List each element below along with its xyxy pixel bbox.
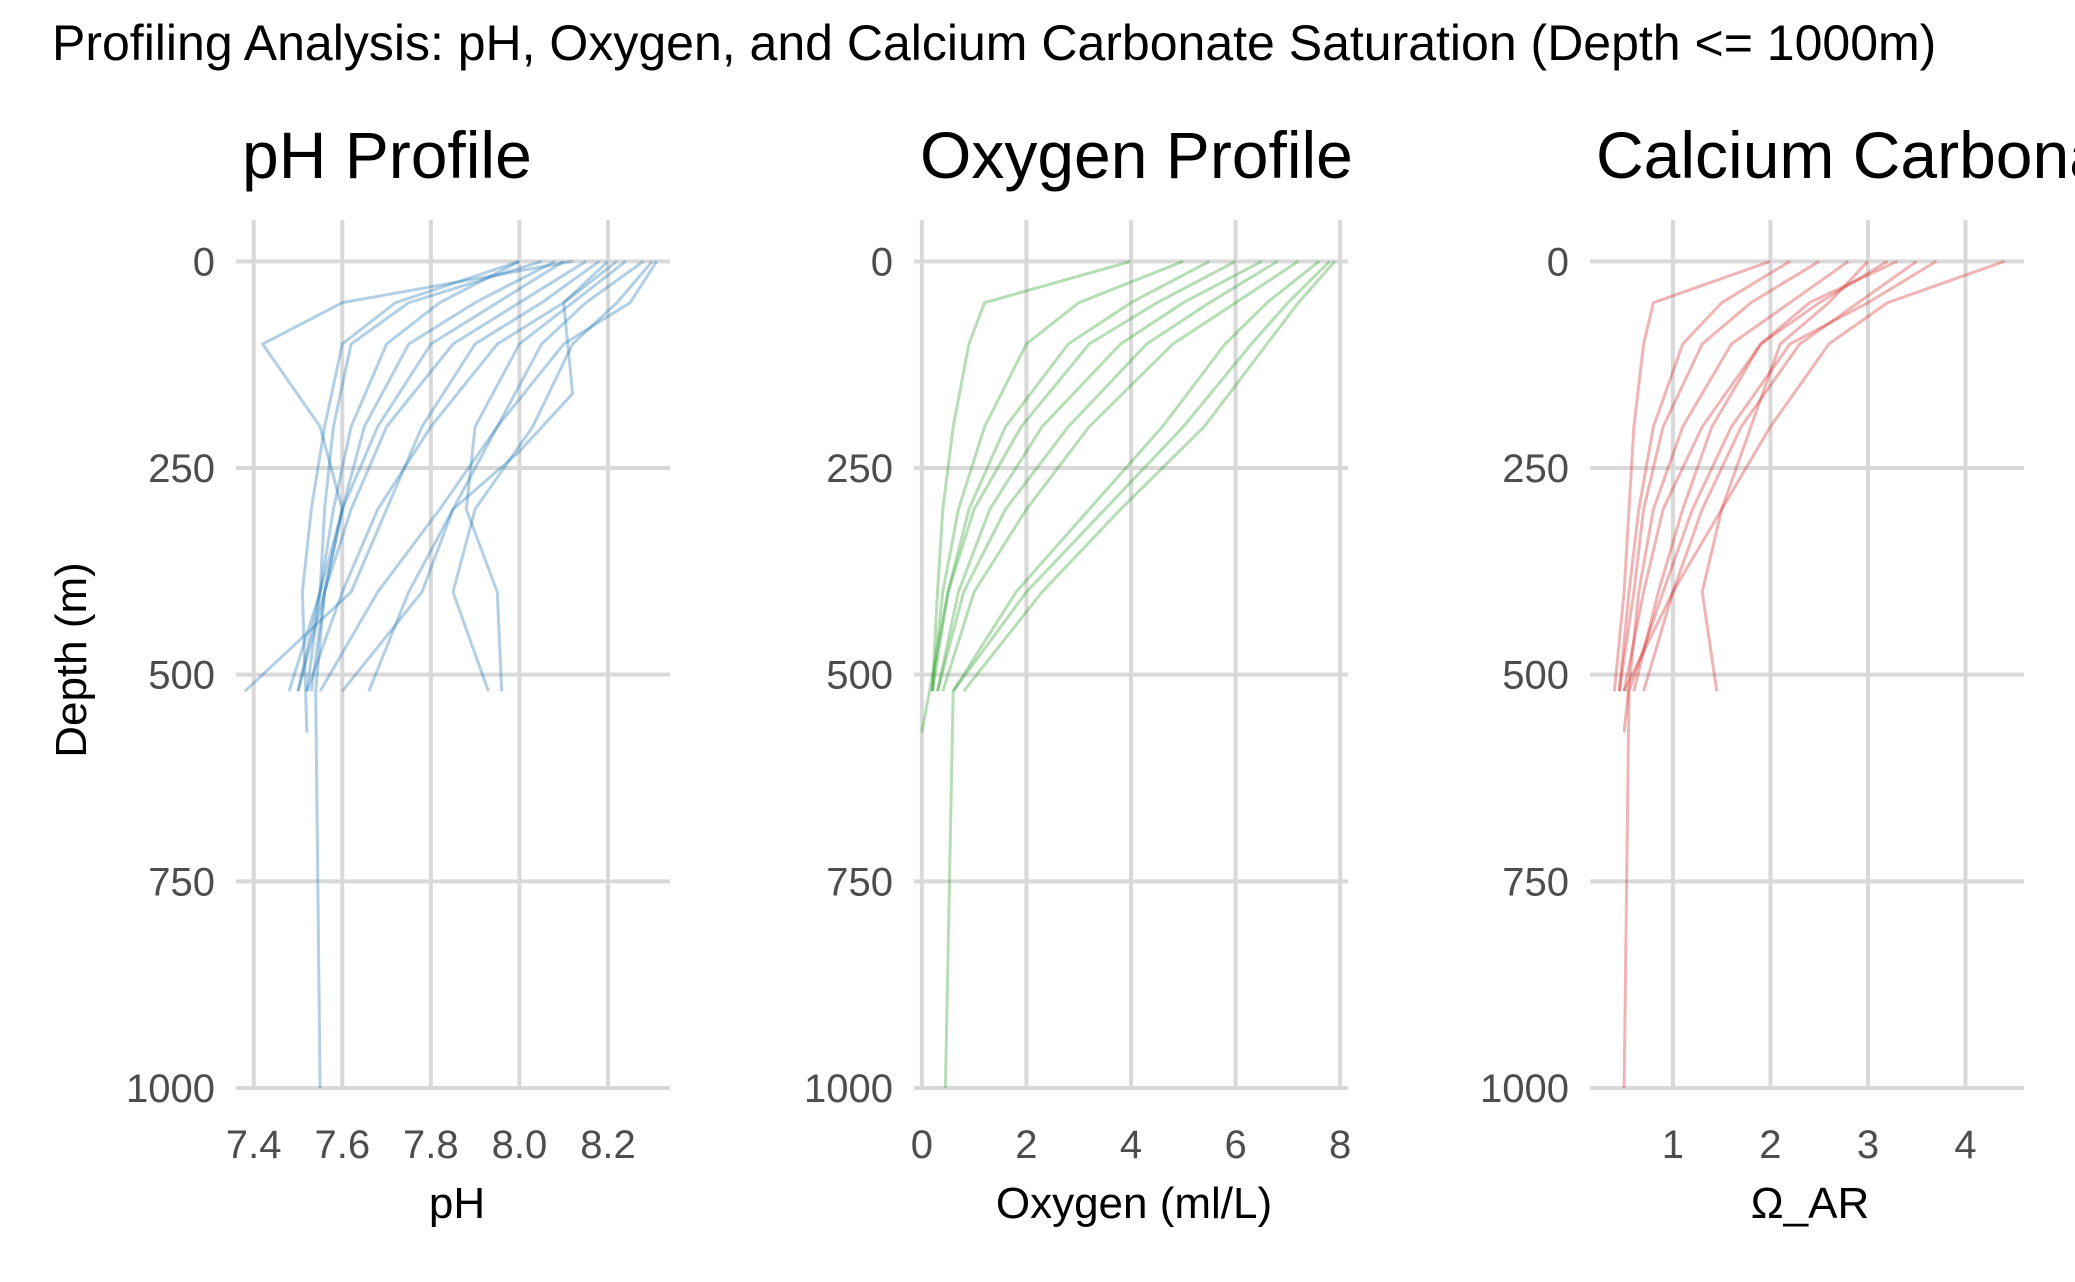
x-tick-label: 3	[1857, 1123, 1879, 1167]
gridlines	[1590, 220, 2024, 1090]
profile-line	[962, 260, 1337, 693]
profile-line	[1700, 260, 1870, 692]
profile-line	[300, 259, 520, 733]
x-tick-label: 7.8	[403, 1123, 459, 1167]
profile-line	[309, 260, 587, 692]
y-tick-label: 750	[148, 860, 215, 904]
profile-line	[314, 259, 556, 1089]
y-tick-label: 250	[1502, 447, 1569, 491]
profile-line	[951, 260, 1331, 693]
x-tick-label: 7.4	[226, 1123, 282, 1167]
y-tick-label: 250	[148, 447, 215, 491]
x-tick-label: 4	[1120, 1123, 1142, 1167]
y-tick-labels: 0 250 500 750 1000	[126, 240, 215, 1111]
x-tick-label: 8	[1329, 1123, 1351, 1167]
profile-line	[464, 260, 627, 692]
y-tick-label: 500	[826, 654, 893, 698]
x-tick-label: 6	[1224, 1123, 1246, 1167]
profile-line	[1622, 260, 1850, 733]
y-tick-label: 750	[826, 860, 893, 904]
profile-line	[1617, 260, 1820, 692]
x-axis-label: pH	[429, 1179, 485, 1228]
profile-line	[296, 260, 565, 692]
profile-line	[936, 259, 1263, 692]
profile-lines	[920, 259, 1337, 1089]
x-axis-label: Oxygen (ml/L)	[996, 1179, 1272, 1228]
profile-line	[1612, 259, 1771, 692]
profile-line	[920, 259, 1237, 733]
y-tick-label: 0	[1547, 240, 1569, 284]
profile-line	[305, 259, 521, 692]
y-tick-label: 750	[1502, 860, 1569, 904]
profile-line	[341, 260, 645, 693]
profile-line	[930, 259, 1184, 692]
profile-line	[451, 260, 654, 692]
profile-line	[367, 260, 618, 692]
profile-line	[943, 260, 1321, 1089]
y-tick-label: 1000	[804, 1067, 893, 1111]
profile-line	[305, 260, 610, 692]
x-tick-label: 7.6	[314, 1123, 370, 1167]
profile-line	[1617, 260, 1791, 692]
y-tick-label: 0	[871, 240, 893, 284]
profile-line	[941, 260, 1300, 692]
y-tick-label: 250	[826, 447, 893, 491]
oxygen-profile-panel: Oxygen Profile 0 250 500 750 1000 0 2 4 …	[804, 118, 1353, 1228]
gridlines	[914, 220, 1348, 1090]
panel-title: pH Profile	[242, 118, 532, 192]
profile-line	[930, 259, 1211, 692]
x-tick-labels: 7.4 7.6 7.8 8.0 8.2	[226, 1123, 636, 1167]
profile-line	[1632, 260, 1889, 692]
profile-line	[936, 260, 1279, 692]
profile-line	[318, 260, 658, 692]
profile-line	[930, 259, 1132, 692]
x-tick-label: 8.2	[580, 1123, 636, 1167]
calcium-carbonate-panel: Calcium Carbonate Saturation 0 250 500 7…	[1480, 118, 2075, 1228]
y-tick-label: 500	[1502, 654, 1569, 698]
profile-line	[243, 260, 600, 693]
x-tick-labels: 1 2 3 4	[1662, 1123, 1977, 1167]
x-tick-label: 2	[1015, 1123, 1037, 1167]
panel-title: Oxygen Profile	[920, 118, 1353, 192]
ph-profile-panel: pH Profile 0 250 500 750 1000 7.4 7.6 7.…	[47, 118, 670, 1228]
profile-line	[1622, 260, 1937, 1089]
x-axis-label: Ω_AR	[1751, 1179, 1870, 1228]
profile-line	[1622, 259, 1898, 692]
y-tick-label: 0	[193, 240, 215, 284]
y-tick-labels: 0 250 500 750 1000	[1480, 240, 1569, 1111]
y-tick-label: 1000	[126, 1067, 215, 1111]
x-tick-label: 2	[1759, 1123, 1781, 1167]
figure-title: Profiling Analysis: pH, Oxygen, and Calc…	[52, 15, 1937, 71]
gridlines	[236, 220, 670, 1090]
profile-line	[287, 259, 543, 692]
y-tick-label: 1000	[1480, 1067, 1569, 1111]
profile-lines	[1612, 259, 2006, 1089]
x-tick-label: 1	[1662, 1123, 1684, 1167]
y-axis-label: Depth (m)	[47, 562, 96, 758]
profile-line	[1622, 259, 2006, 692]
profile-line	[1642, 260, 1918, 692]
y-tick-label: 500	[148, 654, 215, 698]
x-tick-label: 8.0	[492, 1123, 548, 1167]
x-tick-label: 0	[911, 1123, 933, 1167]
y-tick-labels: 0 250 500 750 1000	[804, 240, 893, 1111]
x-tick-labels: 0 2 4 6 8	[911, 1123, 1352, 1167]
x-tick-label: 4	[1954, 1123, 1976, 1167]
profile-line	[260, 259, 573, 692]
panel-title: Calcium Carbonate Saturation	[1596, 118, 2075, 192]
profile-lines	[243, 259, 658, 1089]
